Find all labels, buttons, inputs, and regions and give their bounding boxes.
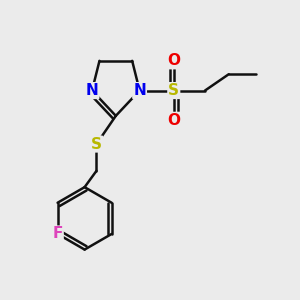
Text: N: N	[133, 83, 146, 98]
Text: S: S	[168, 83, 179, 98]
Text: O: O	[167, 113, 180, 128]
Text: N: N	[86, 83, 98, 98]
Text: O: O	[167, 53, 180, 68]
Text: S: S	[91, 136, 102, 152]
Text: F: F	[52, 226, 63, 242]
